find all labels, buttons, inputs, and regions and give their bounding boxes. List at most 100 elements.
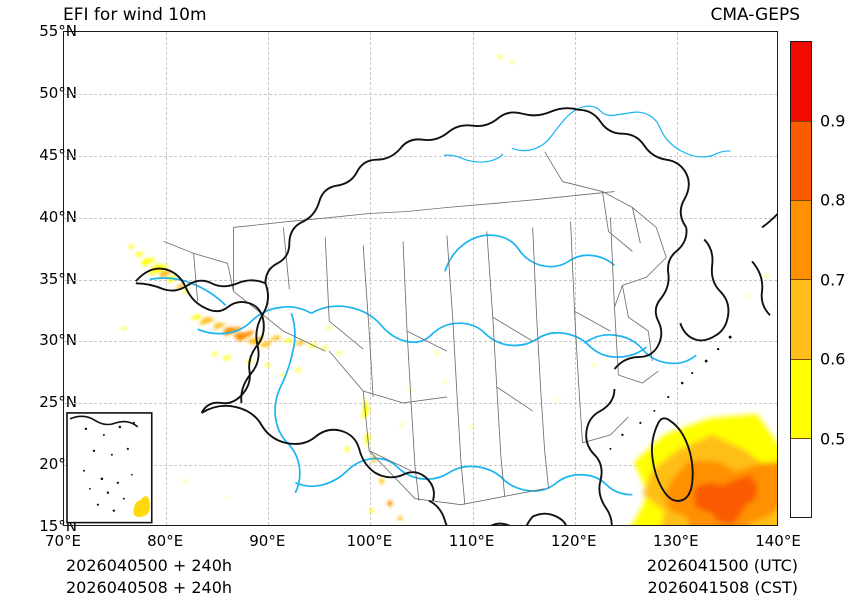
footer-init-cst: 2026040508 + 240h	[66, 578, 233, 597]
axis-label-x: 70°E	[44, 532, 82, 550]
gridline-vertical	[370, 32, 372, 525]
axis-label-x: 100°E	[346, 532, 393, 550]
efi-contour	[469, 425, 474, 429]
efi-contour	[198, 316, 216, 325]
axis-label-y: 40°N	[39, 207, 77, 226]
national-boundary	[135, 107, 777, 525]
gridlines	[64, 32, 777, 525]
efi-contour	[247, 336, 264, 345]
colorbar-band	[791, 437, 811, 517]
efi-contour	[190, 314, 201, 320]
efi-contour	[325, 326, 332, 330]
axis-label-y: 45°N	[39, 145, 77, 164]
axis-tick-x	[166, 525, 167, 526]
efi-contour	[225, 497, 229, 500]
footer-init-utc: 2026040500 + 240h	[66, 556, 233, 575]
efi-contour	[764, 275, 769, 278]
efi-contour	[211, 352, 218, 357]
gridline-vertical	[574, 32, 576, 525]
efi-contour	[294, 340, 307, 346]
efi-contour	[321, 346, 328, 350]
axis-label-y: 25°N	[39, 393, 77, 412]
axis-label-y: 55°N	[39, 22, 77, 40]
efi-contour	[744, 294, 749, 298]
efi-contour	[362, 399, 370, 420]
efi-contour	[233, 330, 255, 342]
efi-contour	[591, 364, 596, 367]
colorbar-tick-label: 0.8	[820, 190, 846, 210]
efi-contour	[269, 335, 281, 341]
efi-contour	[400, 423, 405, 426]
efi-contour	[397, 515, 403, 521]
efi-contour	[335, 351, 342, 355]
colorbar-tick-label: 0.5	[820, 429, 846, 448]
gridline-horizontal	[64, 465, 777, 467]
axis-tick-x	[370, 525, 371, 526]
gridline-vertical	[676, 32, 678, 525]
efi-contour	[294, 368, 302, 372]
axis-tick-x	[473, 525, 474, 526]
axis-label-x: 140°E	[755, 532, 801, 550]
axis-tick-x	[575, 525, 576, 526]
efi-contour	[345, 445, 350, 452]
axis-tick-x	[677, 525, 678, 526]
colorbar-tick-label: 0.6	[820, 349, 846, 369]
efi-contour	[497, 55, 503, 59]
river-lines	[149, 105, 731, 496]
colorbar-tick-label: 0.9	[820, 111, 846, 130]
gridline-horizontal	[64, 93, 777, 95]
efi-contour	[386, 500, 393, 508]
axis-label-y: 50°N	[39, 83, 77, 102]
efi-contour	[379, 478, 385, 486]
model-label: CMA-GEPS	[710, 5, 800, 25]
axis-label-y: 30°N	[39, 331, 77, 350]
south-china-sea-inset	[66, 412, 153, 524]
efi-contour	[369, 507, 374, 514]
colorbar-band	[791, 358, 811, 438]
efi-contour	[371, 455, 376, 465]
efi-contour	[259, 341, 272, 348]
efi-contour	[443, 381, 447, 384]
efi-contour	[119, 326, 126, 330]
axis-tick-x	[268, 525, 269, 526]
efi-contour	[213, 322, 227, 330]
efi-contour	[127, 244, 135, 249]
map-plot-area	[63, 31, 778, 526]
efi-contour	[223, 355, 232, 361]
footer-valid-cst: 2026041508 (CST)	[647, 578, 798, 597]
efi-contour	[283, 338, 293, 343]
colorbar-tick-label: 0.7	[820, 270, 846, 289]
efi-contour	[693, 475, 758, 525]
axis-label-y: 35°N	[39, 269, 77, 288]
map-outline-layer	[66, 105, 777, 525]
gridline-vertical	[472, 32, 474, 525]
efi-contour	[175, 283, 184, 289]
efi-contour	[509, 60, 515, 63]
axis-label-x: 130°E	[653, 532, 699, 550]
province-boundaries	[163, 151, 667, 506]
colorbar	[790, 41, 812, 518]
gridline-horizontal	[64, 279, 777, 281]
page-title: EFI for wind 10m	[63, 5, 207, 25]
colorbar-band	[791, 42, 811, 122]
colorbar-band	[791, 121, 811, 201]
efi-contour	[184, 480, 189, 483]
axis-label-x: 80°E	[147, 532, 184, 550]
efi-contour	[159, 270, 172, 279]
footer-valid-utc: 2026041500 (UTC)	[646, 556, 798, 575]
gridline-horizontal	[64, 403, 777, 405]
efi-contour	[135, 251, 144, 257]
axis-label-x: 110°E	[448, 532, 495, 550]
gridline-vertical	[268, 32, 270, 525]
island-dots	[609, 335, 732, 450]
colorbar-band	[791, 200, 811, 280]
efi-contour	[434, 351, 440, 354]
colorbar-band	[791, 279, 811, 359]
gridline-horizontal	[64, 217, 777, 219]
axis-label-x: 90°E	[249, 532, 286, 550]
axis-label-x: 120°E	[550, 532, 597, 550]
efi-contour	[140, 257, 156, 267]
efi-contour	[264, 363, 271, 368]
efi-contour	[557, 398, 561, 401]
gridline-horizontal	[64, 155, 777, 157]
